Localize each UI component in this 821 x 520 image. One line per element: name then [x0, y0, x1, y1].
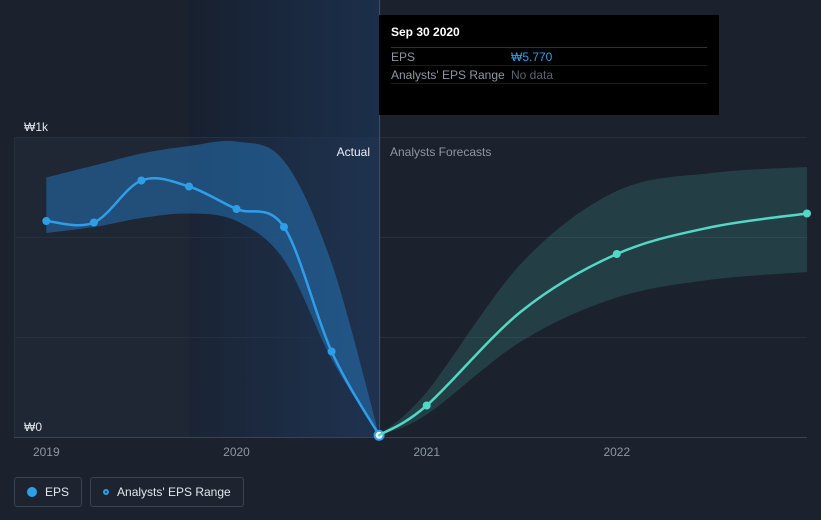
eps-line-marker[interactable]	[89, 218, 98, 227]
forecast-line-marker[interactable]	[612, 250, 621, 258]
eps-series-icon	[27, 487, 37, 497]
eps-range-series-icon	[103, 489, 110, 495]
tooltip-eps-range-value: No data	[511, 67, 554, 82]
tooltip-date: Sep 30 2020	[391, 23, 707, 48]
forecast-line-marker[interactable]	[422, 401, 431, 410]
forecast-zone-label: Analysts Forecasts	[390, 145, 492, 159]
eps-line-marker[interactable]	[185, 182, 193, 191]
x-tick-label: 2021	[413, 445, 440, 459]
tooltip-row-eps-range: Analysts' EPS Range No data	[391, 66, 707, 84]
forecast-range-band	[379, 167, 807, 436]
y-tick-label: ₩1k	[24, 120, 49, 134]
actual-zone-label: Actual	[336, 145, 370, 159]
legend-item-eps-range[interactable]: Analysts' EPS Range	[90, 477, 244, 507]
actual-range-band	[46, 140, 380, 436]
x-tick-label: 2022	[603, 445, 630, 459]
y-tick-label: ₩0	[24, 420, 42, 434]
tooltip-eps-label: EPS	[391, 49, 416, 64]
tooltip: Sep 30 2020 EPS ₩5.770 Analysts' EPS Ran…	[379, 15, 719, 115]
eps-line-marker[interactable]	[280, 223, 288, 231]
legend-item-eps[interactable]: EPS	[14, 477, 83, 507]
eps-line-marker[interactable]	[232, 205, 241, 213]
eps-line-marker[interactable]	[137, 176, 146, 185]
eps-line-marker[interactable]	[42, 217, 51, 225]
tooltip-eps-value: ₩5.770	[511, 49, 553, 64]
forecast-line-marker[interactable]	[803, 209, 811, 218]
tooltip-row-eps: EPS ₩5.770	[391, 48, 707, 66]
legend-label-eps: EPS	[45, 485, 70, 499]
eps-line-marker[interactable]	[327, 347, 336, 356]
x-tick-label: 2019	[33, 445, 60, 459]
legend-label-eps-range: Analysts' EPS Range	[117, 485, 231, 499]
x-tick-label: 2020	[223, 445, 250, 459]
tooltip-eps-range-label: Analysts' EPS Range	[391, 67, 505, 82]
legend: EPS Analysts' EPS Range	[14, 477, 244, 507]
